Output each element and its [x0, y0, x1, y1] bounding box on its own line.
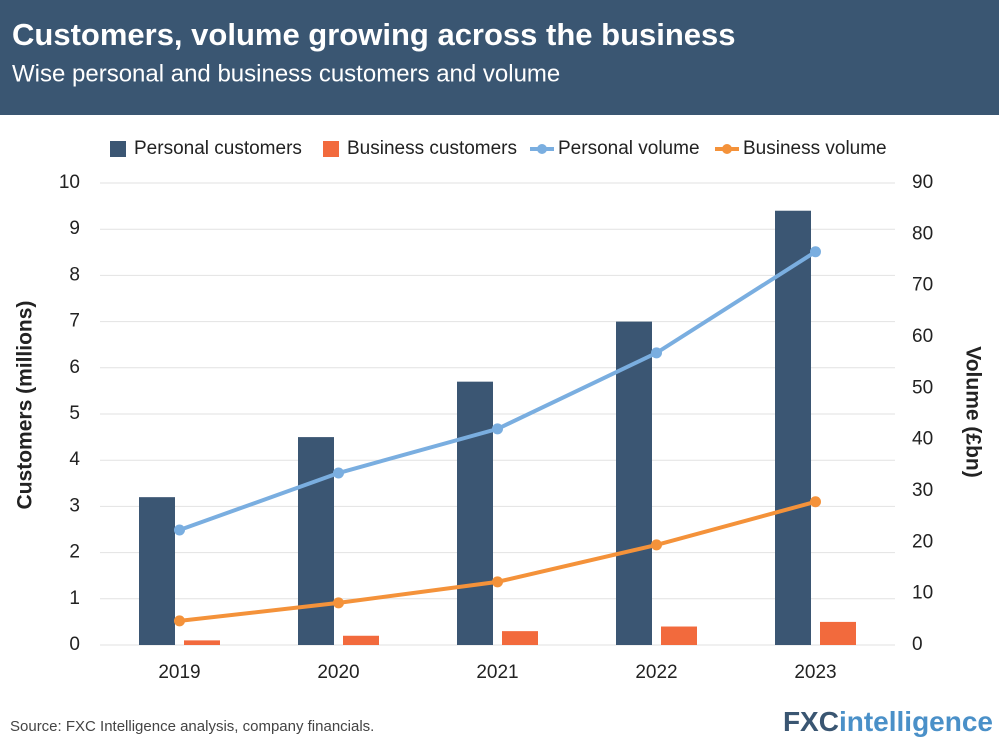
y-tick-label: 2 — [69, 542, 80, 563]
y2-tick-label: 10 — [912, 583, 933, 604]
logo-suffix: intelligence — [839, 706, 993, 737]
y-tick-label: 5 — [69, 403, 80, 424]
line-point — [651, 347, 662, 359]
legend-swatch — [722, 144, 732, 154]
bar — [184, 640, 220, 645]
legend-label: Personal volume — [558, 138, 700, 159]
line — [178, 250, 817, 532]
chart-subtitle: Wise personal and business customers and… — [12, 60, 560, 87]
y-tick-label: 1 — [69, 588, 80, 609]
bar — [139, 497, 175, 645]
y2-tick-label: 30 — [912, 480, 933, 501]
x-tick-label: 2020 — [317, 662, 359, 683]
x-tick-label: 2021 — [476, 662, 518, 683]
y-tick-label: 10 — [59, 172, 80, 193]
line-point — [333, 467, 344, 479]
chart-title: Customers, volume growing across the bus… — [12, 17, 736, 52]
y2-tick-label: 40 — [912, 429, 933, 450]
bar — [298, 437, 334, 645]
y2-tick-label: 20 — [912, 531, 933, 552]
bar — [775, 210, 811, 645]
y2-tick-label: 50 — [912, 377, 933, 398]
y2-tick-label: 90 — [912, 172, 933, 193]
line-point — [174, 615, 185, 627]
x-tick-label: 2023 — [794, 662, 836, 683]
y-tick-label: 7 — [69, 311, 80, 332]
y2-tick-label: 0 — [912, 634, 923, 655]
y-tick-label: 6 — [69, 357, 80, 378]
bar — [820, 621, 856, 645]
x-tick-label: 2022 — [635, 662, 677, 683]
legend-swatch — [323, 141, 339, 157]
bar — [661, 626, 697, 645]
legend-label: Personal customers — [134, 138, 302, 159]
legend-label: Business volume — [743, 138, 887, 159]
x-tick-label: 2019 — [158, 662, 200, 683]
logo: FXCintelligence — [783, 706, 993, 737]
y2-tick-label: 70 — [912, 275, 933, 296]
bar — [502, 631, 538, 645]
line — [179, 499, 817, 623]
legend-swatch — [537, 144, 547, 154]
source-note: Source: FXC Intelligence analysis, compa… — [10, 718, 374, 735]
bar — [616, 321, 652, 645]
y2-tick-label: 80 — [912, 223, 933, 244]
line-point — [810, 246, 821, 258]
line-point — [492, 576, 503, 588]
line-point — [333, 597, 344, 609]
line-point — [492, 423, 503, 435]
y-tick-label: 3 — [69, 495, 80, 516]
logo-prefix: FXC — [783, 706, 839, 737]
header-band — [0, 0, 999, 115]
y-axis-title: Customers (millions) — [14, 301, 37, 510]
bar — [457, 381, 493, 645]
y2-tick-label: 60 — [912, 326, 933, 347]
y-tick-label: 0 — [69, 634, 80, 655]
y-tick-label: 8 — [69, 264, 80, 285]
bar — [343, 635, 379, 645]
y-tick-label: 9 — [69, 218, 80, 239]
line-point — [810, 496, 821, 508]
line-point — [651, 539, 662, 551]
legend-swatch — [110, 141, 126, 157]
line-point — [174, 524, 185, 536]
y-tick-label: 4 — [69, 449, 80, 470]
y2-axis-title: Volume (£bn) — [961, 346, 984, 477]
legend-label: Business customers — [347, 138, 517, 159]
